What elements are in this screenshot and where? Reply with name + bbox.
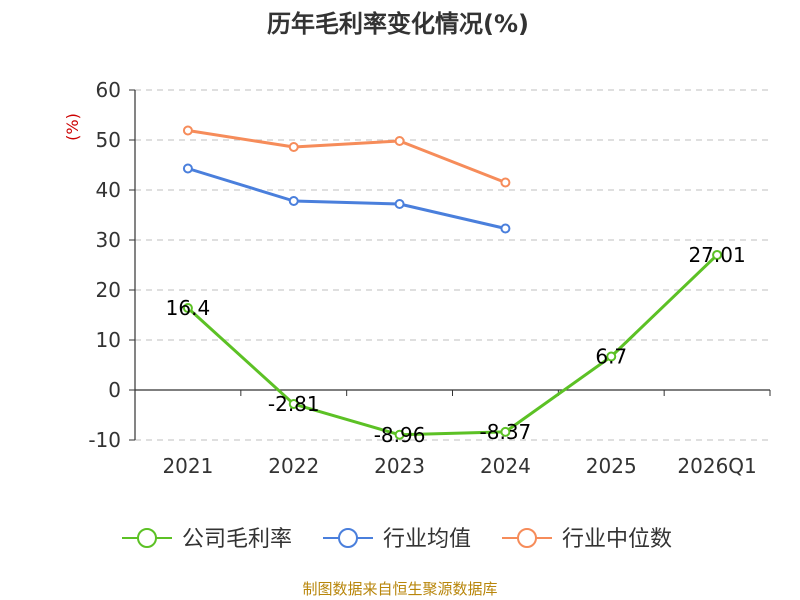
- data-point: [288, 399, 299, 410]
- series-line-1: [187, 167, 506, 230]
- data-label: -8.37: [480, 420, 532, 444]
- data-label: 16.4: [166, 296, 211, 320]
- data-label: 6.7: [595, 345, 627, 369]
- axes: 60 50 40 30 20 10 0 -10 2021 2022 2023 2024 2025 2026…: [88, 78, 771, 478]
- data-point: [288, 196, 299, 206]
- x-tick-label: 2026Q1: [677, 454, 756, 478]
- x-tick-label: 2024: [480, 454, 531, 478]
- data-label: 27.01: [688, 243, 745, 267]
- y-tick-label: 0: [108, 378, 121, 402]
- series-lines: [182, 125, 723, 440]
- data-point: [288, 142, 299, 152]
- data-label: -2.81: [268, 392, 320, 416]
- y-tick-label: -10: [88, 428, 121, 452]
- data-point: [394, 199, 405, 209]
- legend-label: 公司毛利率: [182, 527, 292, 552]
- x-tick-label: 2023: [374, 454, 425, 478]
- y-tick-label: 40: [96, 178, 121, 202]
- legend-marker: [517, 528, 537, 548]
- grid-lines: [135, 89, 770, 441]
- data-point: [182, 125, 193, 136]
- legend-label: 行业均值: [383, 527, 471, 552]
- y-tick-label: 30: [96, 228, 121, 252]
- y-tick-label: 50: [96, 128, 121, 152]
- series-line-2: [187, 129, 506, 184]
- series-line-0: [186, 253, 719, 437]
- x-tick-label: 2022: [268, 454, 319, 478]
- data-point: [394, 136, 405, 146]
- legend-label: 行业中位数: [562, 527, 672, 552]
- data-labels: 16.4 -2.81 -8.96 -8.37 6.7 27.01: [166, 243, 746, 447]
- source-note: 制图数据来自恒生聚源数据库: [302, 580, 497, 598]
- y-tick-label: 10: [96, 328, 121, 352]
- y-tick-label: 20: [96, 278, 121, 302]
- legend: 公司毛利率 行业均值 行业中位数: [122, 527, 672, 552]
- y-tick-label: 60: [96, 78, 121, 102]
- data-point: [182, 163, 193, 174]
- x-tick-label: 2021: [162, 454, 213, 478]
- chart-title: 历年毛利率变化情况(%): [267, 10, 529, 38]
- legend-marker: [338, 528, 358, 548]
- data-point: [712, 249, 723, 260]
- data-point: [394, 429, 405, 440]
- data-point: [182, 303, 193, 313]
- legend-marker: [137, 528, 157, 548]
- data-point: [606, 351, 617, 362]
- data-point: [500, 223, 511, 234]
- data-label: -8.96: [374, 423, 426, 447]
- x-tick-label: 2025: [586, 454, 637, 478]
- data-point: [500, 426, 511, 437]
- data-point: [500, 177, 511, 188]
- y-axis-label: (%): [63, 113, 82, 141]
